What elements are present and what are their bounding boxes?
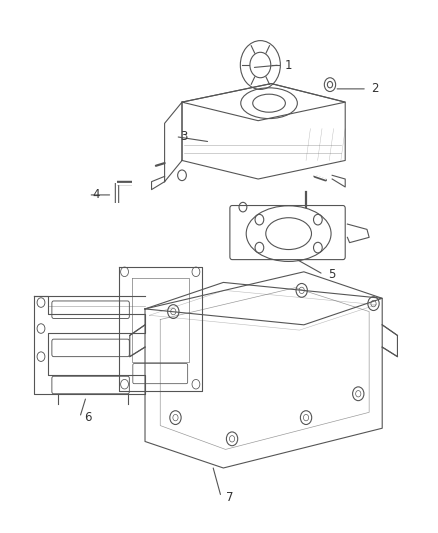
Text: 5: 5: [328, 268, 335, 281]
Text: 3: 3: [180, 130, 187, 143]
Text: 7: 7: [226, 491, 233, 504]
Text: 2: 2: [371, 83, 379, 95]
Text: 6: 6: [84, 411, 92, 424]
Text: 4: 4: [93, 189, 100, 201]
Text: 1: 1: [284, 59, 292, 71]
